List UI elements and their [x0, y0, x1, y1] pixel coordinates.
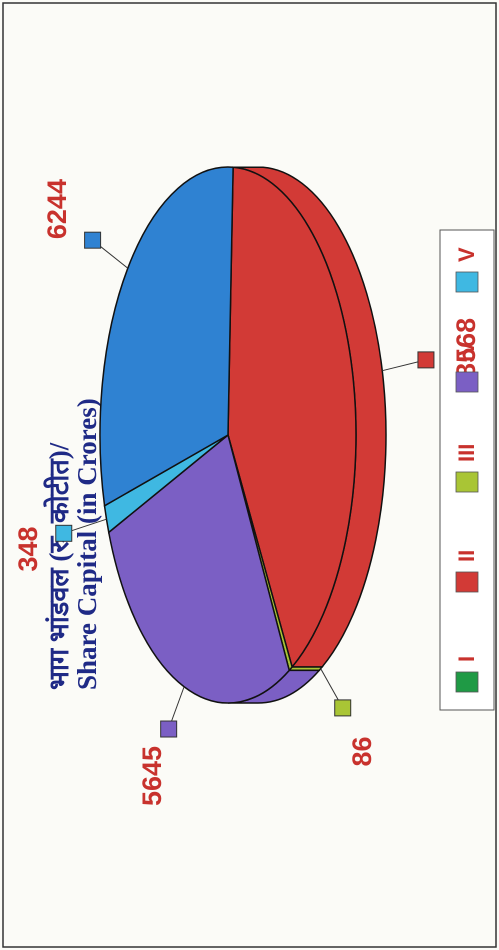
legend-label: II — [454, 550, 479, 562]
data-label: 86 — [347, 736, 377, 766]
legend-label: I — [454, 656, 479, 662]
legend-swatch — [455, 671, 479, 693]
legend-label: V — [454, 247, 479, 262]
legend-swatch — [455, 471, 479, 493]
pie-slice — [99, 166, 234, 507]
label-marker — [55, 524, 73, 542]
rotated-chart: भाग भांडवल (रु. कोटीत)/ Share Capital (i… — [13, 166, 495, 806]
legend-swatch — [455, 571, 479, 593]
legend-label: III — [454, 444, 479, 462]
data-label: 6244 — [42, 179, 72, 239]
legend-swatch — [455, 371, 479, 393]
data-label: 348 — [13, 526, 43, 571]
legend-box — [439, 229, 495, 711]
legend-swatch — [455, 271, 479, 293]
title-line: भाग भांडवल (रु. कोटीत)/ — [43, 442, 74, 690]
data-label: 8568 — [451, 318, 481, 378]
label-marker — [160, 720, 178, 738]
pie-slice — [227, 166, 357, 669]
title-line: Share Capital (in Crores) — [72, 398, 102, 690]
label-marker — [334, 699, 352, 717]
label-marker — [84, 231, 102, 249]
legend-label: IV — [454, 341, 479, 362]
data-label: 5645 — [137, 746, 167, 806]
label-marker — [417, 351, 435, 369]
